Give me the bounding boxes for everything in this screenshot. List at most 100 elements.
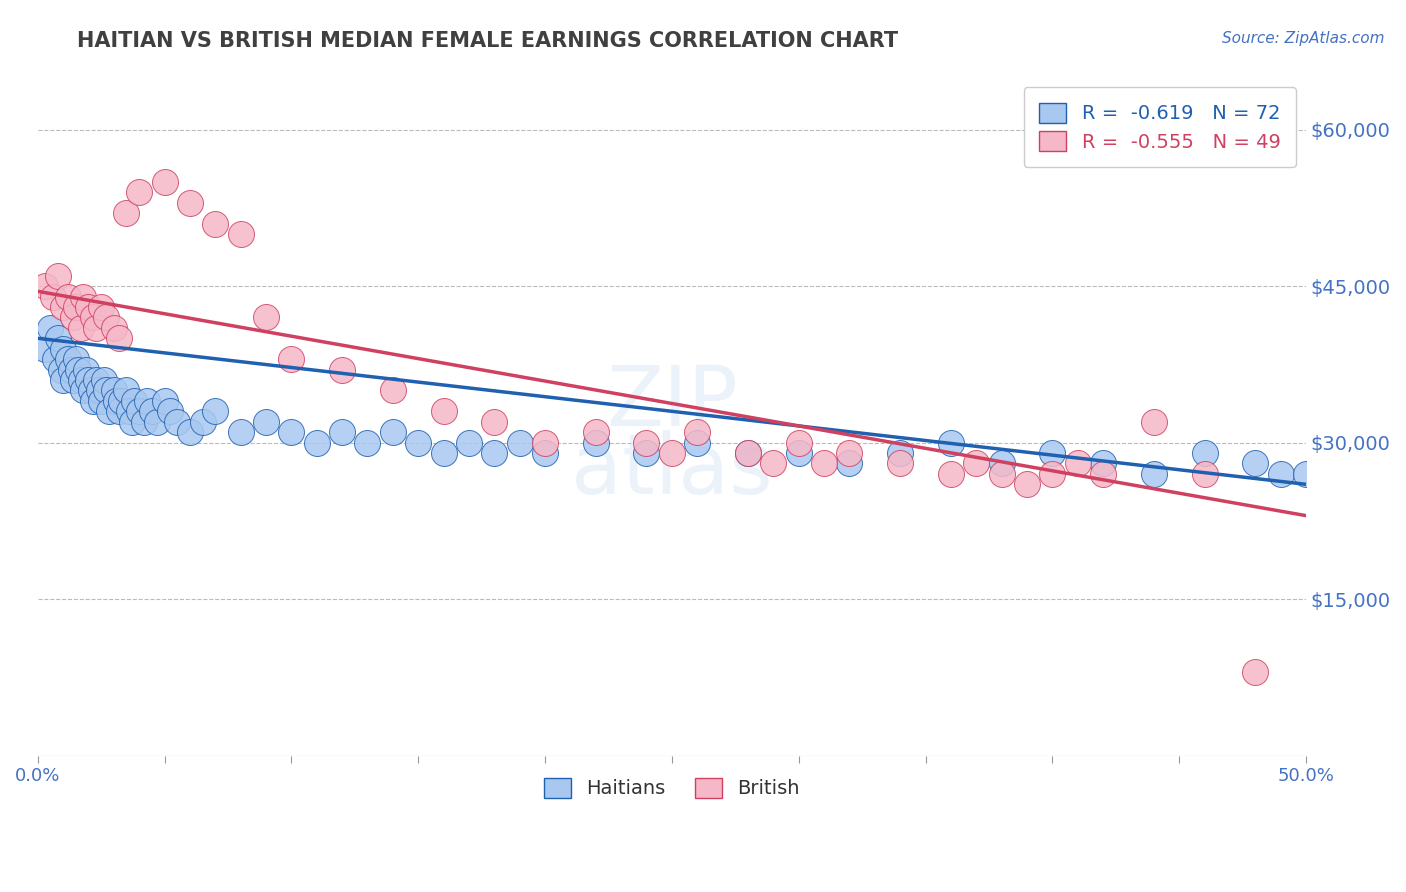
Point: [737, 446, 759, 460]
Point: [484, 446, 506, 460]
Point: [52, 342, 75, 356]
Point: [1092, 467, 1115, 481]
Point: [737, 446, 759, 460]
Point: [965, 457, 987, 471]
Point: [330, 425, 353, 439]
Point: [280, 425, 302, 439]
Point: [1143, 415, 1166, 429]
Point: [153, 175, 176, 189]
Point: [179, 425, 201, 439]
Point: [280, 352, 302, 367]
Point: [305, 435, 328, 450]
Text: ZIP
atlas: ZIP atlas: [571, 362, 773, 511]
Point: [65, 300, 87, 314]
Point: [166, 415, 188, 429]
Point: [90, 393, 112, 408]
Point: [636, 435, 658, 450]
Point: [62, 310, 84, 325]
Point: [787, 435, 810, 450]
Point: [75, 362, 97, 376]
Point: [34, 342, 56, 356]
Point: [432, 446, 454, 460]
Point: [42, 289, 65, 303]
Point: [432, 404, 454, 418]
Point: [87, 384, 110, 398]
Point: [65, 352, 87, 367]
Point: [686, 425, 709, 439]
Point: [134, 415, 156, 429]
Point: [128, 185, 150, 199]
Point: [72, 384, 94, 398]
Point: [59, 362, 82, 376]
Point: [330, 362, 353, 376]
Point: [191, 415, 214, 429]
Point: [838, 446, 860, 460]
Text: Source: ZipAtlas.com: Source: ZipAtlas.com: [1222, 31, 1385, 46]
Point: [356, 435, 378, 450]
Point: [105, 393, 128, 408]
Point: [1015, 477, 1038, 491]
Point: [52, 373, 75, 387]
Point: [46, 268, 69, 283]
Point: [153, 393, 176, 408]
Point: [90, 300, 112, 314]
Legend: Haitians, British: Haitians, British: [529, 762, 815, 814]
Point: [62, 373, 84, 387]
Point: [77, 373, 100, 387]
Point: [229, 227, 252, 241]
Point: [146, 415, 169, 429]
Point: [93, 373, 115, 387]
Point: [1194, 467, 1216, 481]
Point: [96, 310, 118, 325]
Point: [813, 457, 835, 471]
Point: [509, 435, 531, 450]
Point: [110, 393, 132, 408]
Point: [103, 384, 125, 398]
Point: [534, 435, 557, 450]
Point: [39, 321, 62, 335]
Point: [159, 404, 181, 418]
Point: [80, 384, 103, 398]
Point: [686, 435, 709, 450]
Point: [77, 300, 100, 314]
Point: [254, 310, 277, 325]
Point: [1143, 467, 1166, 481]
Point: [585, 435, 607, 450]
Point: [990, 467, 1012, 481]
Point: [939, 435, 962, 450]
Point: [889, 457, 911, 471]
Point: [1270, 467, 1292, 481]
Point: [204, 404, 226, 418]
Point: [1194, 446, 1216, 460]
Point: [56, 289, 79, 303]
Point: [103, 321, 125, 335]
Point: [46, 331, 69, 345]
Point: [458, 435, 481, 450]
Point: [56, 352, 79, 367]
Point: [254, 415, 277, 429]
Text: HAITIAN VS BRITISH MEDIAN FEMALE EARNINGS CORRELATION CHART: HAITIAN VS BRITISH MEDIAN FEMALE EARNING…: [77, 31, 898, 51]
Point: [118, 404, 141, 418]
Point: [128, 404, 150, 418]
Point: [204, 217, 226, 231]
Point: [229, 425, 252, 439]
Point: [179, 195, 201, 210]
Point: [135, 393, 157, 408]
Point: [585, 425, 607, 439]
Point: [661, 446, 683, 460]
Point: [115, 206, 138, 220]
Point: [636, 446, 658, 460]
Point: [69, 373, 91, 387]
Point: [1244, 457, 1267, 471]
Point: [534, 446, 557, 460]
Point: [96, 384, 118, 398]
Point: [484, 415, 506, 429]
Point: [787, 446, 810, 460]
Point: [82, 393, 104, 408]
Point: [762, 457, 785, 471]
Point: [1092, 457, 1115, 471]
Point: [1244, 665, 1267, 680]
Point: [838, 457, 860, 471]
Point: [1040, 467, 1063, 481]
Point: [406, 435, 429, 450]
